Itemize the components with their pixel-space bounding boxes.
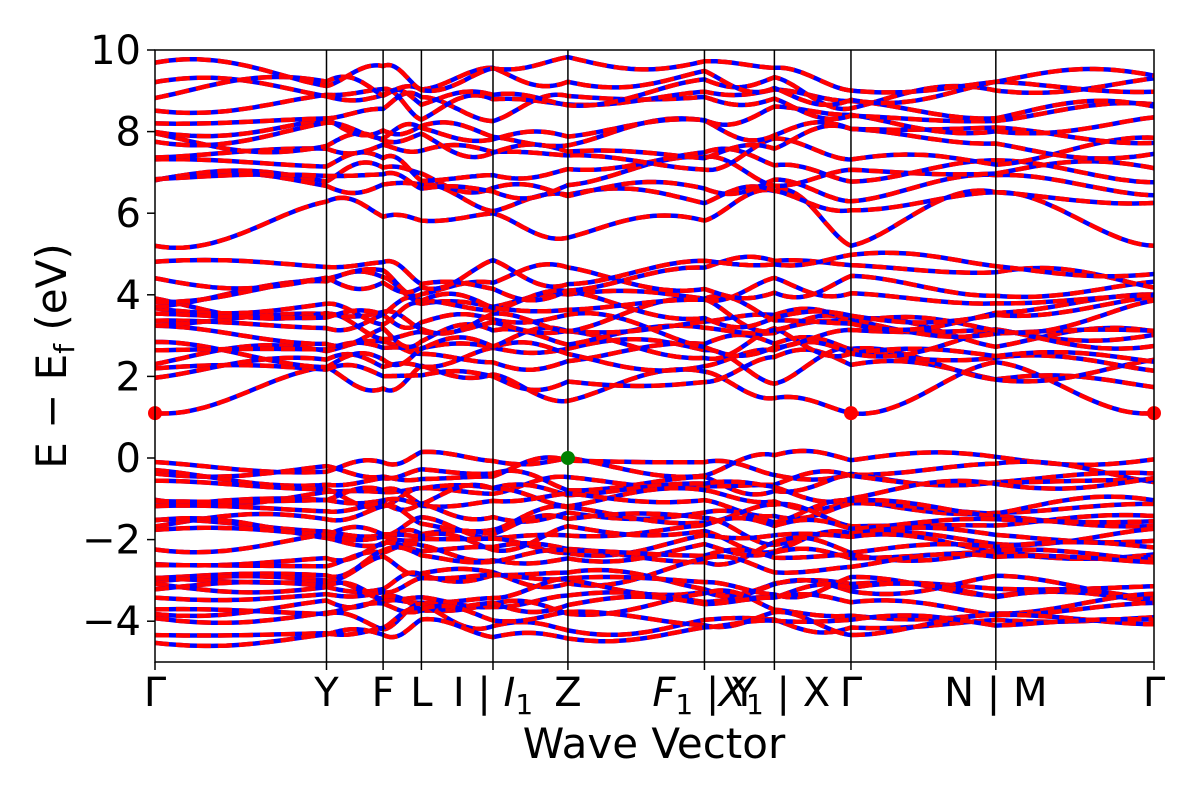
x-tick-label: Γ: [840, 670, 863, 716]
x-tick-label: F: [372, 670, 395, 716]
y-tick-label: −4: [82, 599, 141, 645]
y-tick-label: 8: [116, 110, 141, 156]
band-line: [155, 455, 1154, 485]
cbm-marker: [843, 406, 858, 421]
y-tick-label: 10: [90, 28, 141, 74]
band-line: [155, 86, 1154, 122]
y-tick-label: −2: [82, 518, 141, 564]
band-line: [155, 469, 1154, 508]
y-axis-title: E − Ef (eV): [27, 243, 81, 469]
plot-frame: [154, 49, 1155, 663]
band-line: [155, 54, 1154, 95]
x-tick-label: Γ: [144, 670, 167, 716]
y-axis-ticks: −4 −2 0 2 4 6 8 10: [82, 28, 155, 645]
band-lines: [155, 54, 1154, 649]
y-tick-label: 0: [116, 436, 141, 482]
band-line: [155, 531, 1154, 562]
band-line: [155, 135, 1154, 173]
x-tick-label: Γ: [1143, 670, 1166, 716]
band-line: [155, 250, 1154, 295]
x-tick-label: F1 | Y: [652, 670, 757, 721]
x-tick-label: I | I1: [453, 670, 533, 721]
x-tick-label: Z: [554, 670, 581, 716]
y-tick-label: 4: [116, 273, 141, 319]
x-tick-label: X1 | X: [717, 670, 831, 721]
x-tick-label: Y: [313, 670, 339, 716]
x-axis-title: Wave Vector: [523, 719, 786, 768]
x-tick-label: N | M: [944, 670, 1047, 716]
vbm-marker: [560, 451, 575, 465]
band-edge-markers: [148, 406, 1161, 465]
band-line: [155, 187, 1154, 251]
x-tick-label: L: [410, 670, 433, 716]
high-symmetry-lines: [325, 50, 997, 662]
band-line: [155, 592, 1154, 626]
y-tick-label: 6: [116, 191, 141, 237]
band-line: [155, 54, 1154, 95]
band-line: [155, 187, 1154, 251]
y-tick-label: 2: [116, 354, 141, 400]
